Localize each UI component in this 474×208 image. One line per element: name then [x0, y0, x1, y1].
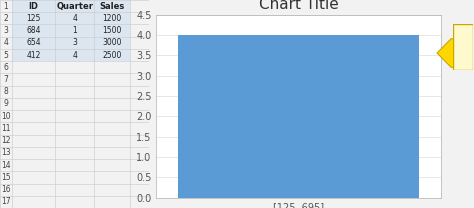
Text: 1500: 1500: [102, 26, 122, 35]
Text: 4: 4: [72, 51, 77, 59]
Text: 2: 2: [4, 14, 9, 23]
Text: 3: 3: [72, 38, 77, 47]
Bar: [94, 12, 130, 25]
Bar: [94, 37, 130, 49]
Title: Chart Title: Chart Title: [259, 0, 338, 12]
Text: 16: 16: [1, 185, 11, 194]
Bar: [55, 0, 94, 12]
Bar: [55, 25, 94, 37]
Text: ID: ID: [28, 2, 38, 11]
Text: 7: 7: [3, 75, 9, 84]
Bar: [12, 25, 55, 37]
Text: 11: 11: [1, 124, 11, 133]
Bar: [94, 0, 130, 12]
Text: 3: 3: [3, 26, 9, 35]
Bar: [55, 12, 94, 25]
Text: 4: 4: [72, 14, 77, 23]
Text: 684: 684: [27, 26, 41, 35]
Text: Sales: Sales: [100, 2, 125, 11]
Bar: [12, 37, 55, 49]
Bar: [55, 37, 94, 49]
Text: 5: 5: [3, 51, 9, 59]
Text: 412: 412: [27, 51, 41, 59]
Text: 6: 6: [3, 63, 9, 72]
Text: 1: 1: [72, 26, 77, 35]
Text: 10: 10: [1, 112, 11, 121]
Bar: [12, 12, 55, 25]
Text: 2500: 2500: [102, 51, 122, 59]
Bar: [55, 49, 94, 61]
Text: 14: 14: [1, 161, 11, 170]
Text: 17: 17: [1, 197, 11, 206]
Bar: [94, 25, 130, 37]
Bar: [12, 0, 55, 12]
Text: ✎: ✎: [460, 54, 465, 60]
Text: 3000: 3000: [102, 38, 122, 47]
Text: 15: 15: [1, 173, 11, 182]
Text: 1200: 1200: [102, 14, 122, 23]
Bar: [178, 35, 419, 198]
Text: 12: 12: [1, 136, 11, 145]
Text: Quarter: Quarter: [56, 2, 93, 11]
Bar: [12, 49, 55, 61]
Text: 654: 654: [26, 38, 41, 47]
Text: +: +: [459, 32, 466, 41]
Text: 9: 9: [3, 99, 9, 109]
Bar: [94, 49, 130, 61]
Text: 1: 1: [4, 2, 9, 11]
Text: 8: 8: [4, 87, 9, 96]
Text: 4: 4: [3, 38, 9, 47]
Text: 125: 125: [27, 14, 41, 23]
Text: 13: 13: [1, 149, 11, 157]
FancyArrow shape: [437, 39, 467, 67]
